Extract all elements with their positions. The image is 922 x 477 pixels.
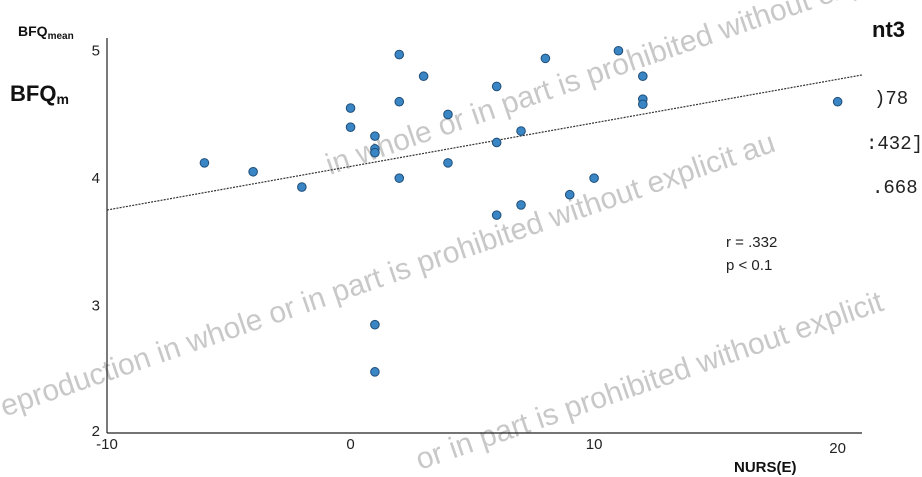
x-tick-label: -10 [96,436,118,453]
cut-text-2: )78 [874,88,908,110]
data-point [638,99,648,110]
data-point [370,147,380,158]
cut-text-3: :432] [866,133,922,155]
data-point [516,126,526,136]
data-point [589,173,599,183]
data-point [832,96,843,107]
data-point [613,45,624,56]
data-point [297,182,307,192]
data-point [491,210,502,220]
data-point [345,122,356,132]
data-point [564,189,575,200]
watermark-text: in whole or in part is prohibited withou… [322,0,910,182]
tick-labels: -10 0 10 20 2 3 4 5 [92,43,846,457]
side-label: BFQm [10,81,69,107]
data-point [491,137,502,148]
data-point [394,96,405,107]
x-axis-label: NURS(E) [734,459,797,476]
x-tick-label: 0 [346,436,354,453]
data-point [443,109,453,120]
y-tick-label: 3 [92,298,100,315]
cut-text-4: .668 [872,177,918,199]
x-tick-label: 10 [586,436,603,453]
data-point [394,173,405,183]
data-point [248,166,258,177]
data-point [370,131,380,141]
y-tick-label: 2 [92,423,100,440]
stat-p: p < 0.1 [726,257,772,274]
stat-r: r = .332 [726,234,777,251]
data-point [638,71,648,82]
watermark-text: or in part is prohibited without explici… [412,285,888,477]
data-point [418,71,429,82]
x-tick-label: 20 [829,440,846,457]
data-point [491,81,502,92]
y-axis-label: BFQmean [18,23,74,42]
y-tick-label: 5 [92,43,100,60]
y-tick-label: 4 [92,170,100,187]
data-point [199,158,210,168]
data-point [443,158,453,168]
data-point [370,367,380,377]
data-point [394,49,405,60]
data-point [540,53,551,64]
data-point [516,200,526,210]
data-points [199,45,843,377]
axes [106,38,862,434]
data-point [345,103,356,113]
data-point [370,319,380,330]
cut-text-1: nt3 [872,17,905,42]
